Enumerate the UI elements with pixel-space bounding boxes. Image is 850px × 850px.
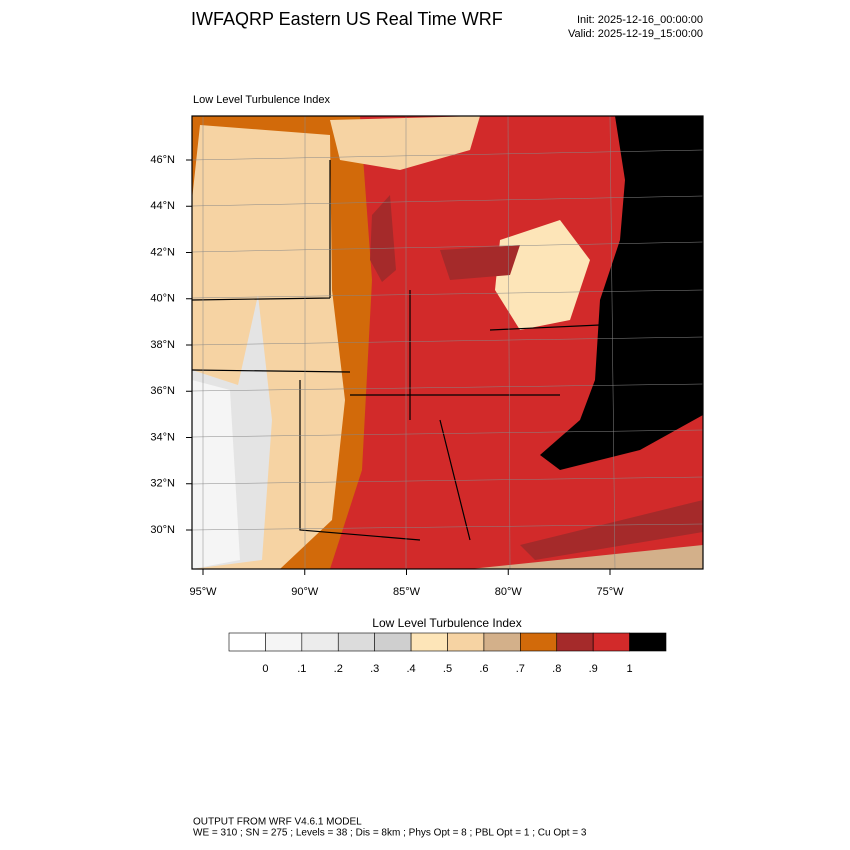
colorbar-box	[629, 632, 667, 652]
colorbar-box	[447, 632, 485, 652]
lake	[440, 245, 520, 280]
lon-label: 75°W	[596, 586, 624, 598]
lon-label: 90°W	[291, 586, 319, 598]
colorbar-box	[337, 632, 375, 652]
footer-line: OUTPUT FROM WRF V4.6.1 MODEL	[193, 817, 362, 828]
colorbar-label: .7	[516, 663, 525, 675]
map-field	[192, 380, 240, 569]
map-field	[520, 500, 703, 560]
lon-label: 95°W	[189, 586, 217, 598]
colorbar-box	[374, 632, 412, 652]
colorbar-box	[520, 632, 558, 652]
colorbar-label: .9	[589, 663, 598, 675]
lat-label: 40°N	[150, 293, 175, 305]
title: IWFAQRP Eastern US Real Time WRF	[191, 9, 503, 29]
lat-label: 44°N	[150, 200, 175, 212]
valid-time: Valid: 2025-12-19_15:00:00	[568, 28, 703, 40]
lat-label: 32°N	[150, 478, 175, 490]
colorbar-label: .3	[370, 663, 379, 675]
lat-label: 46°N	[150, 154, 175, 166]
colorbar-box	[265, 632, 303, 652]
colorbar-label: .2	[334, 663, 343, 675]
lat-labels: 46°N 44°N 42°N 40°N 38°N 36°N 34°N 32°N 30°N	[150, 154, 192, 536]
lake	[370, 195, 396, 282]
map-field	[470, 545, 703, 569]
lat-label: 42°N	[150, 246, 175, 258]
map-frame	[191, 115, 704, 570]
map-field	[540, 116, 703, 470]
map	[192, 116, 703, 569]
footer-line: WE = 310 ; SN = 275 ; Levels = 38 ; Dis …	[193, 828, 587, 839]
lat-label: 30°N	[150, 524, 175, 536]
lon-label: 80°W	[495, 586, 523, 598]
colorbar-box	[301, 632, 339, 652]
colorbar-box	[556, 632, 594, 652]
colorbar: 0 .1 .2 .3 .4 .5 .6 .7 .8 .9 1	[228, 632, 667, 675]
lat-label: 36°N	[150, 385, 175, 397]
lat-label: 34°N	[150, 431, 175, 443]
colorbar-box	[592, 632, 630, 652]
colorbar-box	[410, 632, 448, 652]
colorbar-label: .1	[297, 663, 306, 675]
borders	[192, 160, 601, 541]
colorbar-label: 0	[262, 663, 268, 675]
graticule	[192, 116, 703, 569]
lon-labels: 95°W 90°W 85°W 80°W 75°W	[189, 569, 624, 598]
colorbar-label: 1	[627, 663, 633, 675]
colorbar-label: .6	[479, 663, 488, 675]
colorbar-label: .5	[443, 663, 452, 675]
colorbar-label: .8	[552, 663, 561, 675]
colorbar-label: .4	[406, 663, 415, 675]
map-title: Low Level Turbulence Index	[193, 94, 330, 106]
colorbar-title: Low Level Turbulence Index	[372, 616, 521, 630]
lat-label: 38°N	[150, 339, 175, 351]
colorbar-box	[483, 632, 521, 652]
lon-label: 85°W	[393, 586, 421, 598]
colorbar-box	[228, 632, 266, 652]
init-time: Init: 2025-12-16_00:00:00	[577, 14, 703, 26]
